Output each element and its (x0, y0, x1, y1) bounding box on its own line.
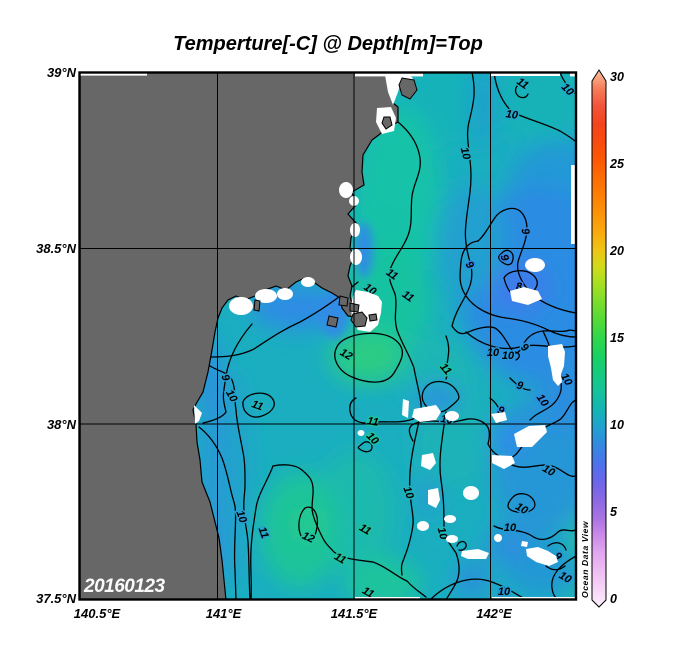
svg-text:5: 5 (610, 505, 618, 519)
svg-text:Ocean Data View: Ocean Data View (580, 520, 590, 598)
svg-text:10: 10 (498, 586, 511, 598)
svg-text:38.5°N: 38.5°N (36, 241, 77, 256)
svg-text:30: 30 (610, 70, 624, 84)
svg-text:141°E: 141°E (206, 606, 242, 621)
svg-text:9: 9 (519, 227, 532, 236)
svg-text:37.5°N: 37.5°N (36, 591, 77, 606)
svg-text:38°N: 38°N (47, 417, 77, 432)
svg-text:140.5°E: 140.5°E (74, 606, 121, 621)
svg-text:8: 8 (516, 281, 523, 293)
svg-text:10: 10 (502, 350, 515, 362)
svg-text:0: 0 (610, 592, 617, 606)
svg-text:10: 10 (487, 347, 500, 359)
svg-text:11: 11 (366, 415, 379, 429)
svg-text:15: 15 (610, 331, 625, 345)
svg-text:142°E: 142°E (476, 606, 512, 621)
svg-text:39°N: 39°N (47, 65, 77, 80)
svg-text:20160123: 20160123 (83, 576, 165, 597)
svg-text:10: 10 (610, 418, 624, 432)
svg-text:20: 20 (609, 244, 624, 258)
svg-text:10: 10 (504, 522, 517, 534)
svg-text:10: 10 (505, 108, 520, 122)
svg-text:Temperture[-C] @ Depth[m]=Top: Temperture[-C] @ Depth[m]=Top (173, 33, 483, 55)
svg-text:11: 11 (250, 398, 265, 413)
svg-text:25: 25 (609, 157, 625, 171)
svg-text:141.5°E: 141.5°E (331, 606, 378, 621)
